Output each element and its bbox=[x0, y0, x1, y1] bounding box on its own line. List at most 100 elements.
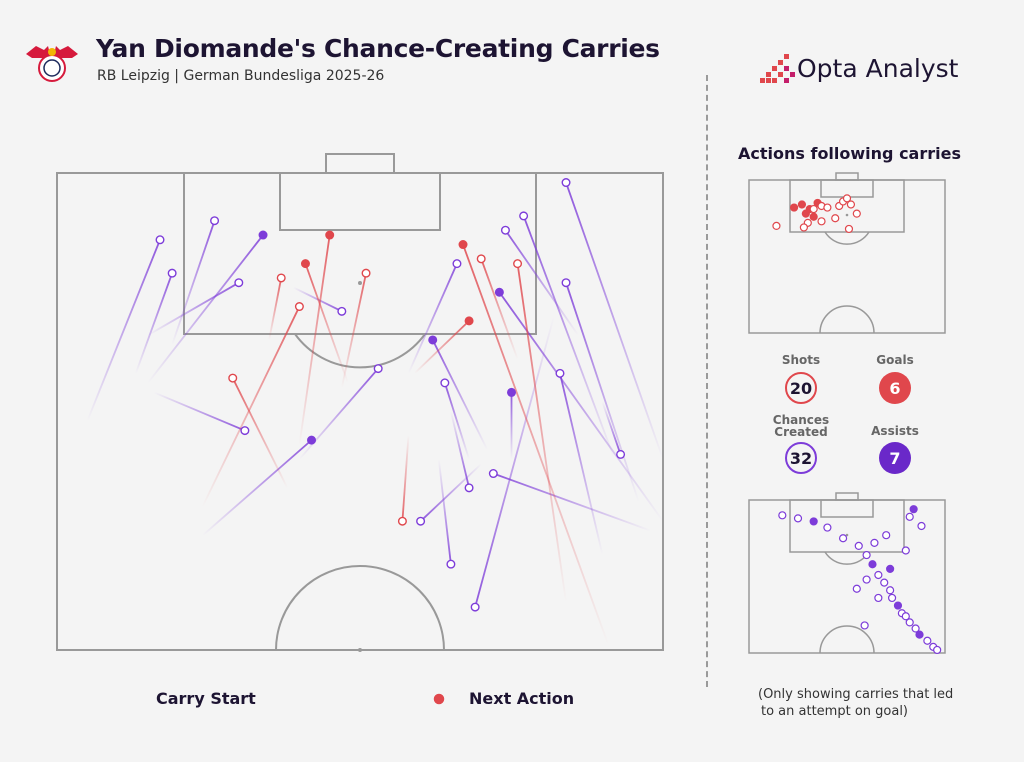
page-title: Yan Diomande's Chance-Creating Carries bbox=[96, 34, 660, 63]
side-panel-title: Actions following carries bbox=[738, 144, 961, 163]
stat-goals: 6 bbox=[879, 372, 911, 404]
shot-marker bbox=[799, 223, 808, 232]
chance-marker bbox=[555, 368, 565, 378]
chance-carry-line bbox=[493, 472, 652, 532]
chance-carry-line bbox=[201, 439, 313, 537]
chance-carry-line bbox=[559, 373, 604, 555]
chance-marker bbox=[852, 584, 861, 593]
chance-success-marker bbox=[307, 435, 317, 445]
chance-carry-line bbox=[431, 339, 489, 451]
chance-marker bbox=[823, 523, 832, 532]
shot-success-marker bbox=[325, 230, 335, 240]
stat-label-chances-line1: Chances bbox=[772, 413, 830, 427]
chance-marker bbox=[886, 586, 895, 595]
shot-carry-line bbox=[201, 306, 301, 508]
chance-marker bbox=[616, 449, 626, 459]
chance-carry-line bbox=[419, 463, 482, 522]
shot-marker bbox=[228, 373, 238, 383]
chance-success-marker bbox=[428, 335, 438, 345]
chance-marker bbox=[901, 546, 910, 555]
carries-layer bbox=[86, 182, 664, 646]
chance-carry-line bbox=[298, 367, 379, 460]
stat-shots: 20 bbox=[785, 372, 817, 404]
shot-marker bbox=[852, 209, 861, 218]
shot-marker bbox=[842, 194, 852, 203]
chance-marker bbox=[870, 538, 879, 547]
footnote-line1: (Only showing carries that led bbox=[758, 687, 954, 702]
chance-carry-line bbox=[171, 220, 216, 346]
shot-carry-line bbox=[340, 272, 367, 388]
chance-carry-line bbox=[147, 281, 240, 336]
stat-label-chances-line2: Created bbox=[774, 425, 828, 439]
chance-marker bbox=[933, 645, 942, 655]
shot-carry-line bbox=[413, 320, 470, 374]
shot-marker bbox=[513, 259, 523, 269]
chance-marker bbox=[793, 514, 803, 523]
shot-marker bbox=[276, 273, 286, 283]
chance-carry-line bbox=[147, 234, 264, 384]
legend-next-action: Next Action bbox=[469, 689, 575, 708]
chance-carry-line bbox=[565, 282, 640, 503]
shot-success-marker bbox=[464, 316, 474, 326]
chance-carry-line bbox=[443, 382, 470, 460]
shot-carry-line bbox=[401, 435, 410, 522]
chance-carry-line bbox=[407, 263, 458, 374]
assist-marker bbox=[909, 505, 918, 514]
chance-carry-line bbox=[450, 411, 470, 489]
chance-marker bbox=[446, 559, 456, 569]
stat-chances-created: 32 bbox=[785, 442, 817, 474]
stat-label-goals: Goals bbox=[876, 353, 914, 367]
chance-marker bbox=[488, 469, 498, 479]
chance-success-marker bbox=[258, 230, 268, 240]
assist-marker bbox=[893, 601, 903, 610]
shot-marker bbox=[361, 268, 371, 278]
shot-marker bbox=[476, 254, 486, 264]
chance-marker bbox=[464, 483, 474, 493]
shot-marker bbox=[809, 204, 818, 214]
chance-marker bbox=[155, 235, 165, 245]
goal-marker bbox=[789, 203, 799, 212]
chance-marker bbox=[854, 541, 863, 551]
shot-carry-line bbox=[304, 263, 349, 384]
chance-carry-line bbox=[86, 239, 161, 422]
main-pitch bbox=[56, 153, 664, 652]
penalty-spot bbox=[358, 281, 362, 285]
shot-marker bbox=[844, 224, 854, 234]
chance-marker bbox=[862, 550, 871, 560]
shot-carry-line bbox=[298, 234, 331, 446]
chance-marker bbox=[882, 531, 891, 540]
page-subtitle: RB Leipzig | German Bundesliga 2025-26 bbox=[97, 68, 385, 84]
mini-pitch-shots bbox=[748, 172, 946, 334]
chance-carry-line bbox=[504, 229, 579, 336]
chance-carry-line bbox=[153, 391, 246, 432]
chance-marker bbox=[470, 602, 480, 612]
legend-marker bbox=[433, 693, 445, 705]
centre-spot bbox=[358, 648, 362, 652]
shot-success-marker bbox=[458, 240, 468, 250]
chance-marker bbox=[210, 216, 220, 226]
chance-marker bbox=[500, 225, 510, 235]
chance-marker bbox=[561, 278, 571, 288]
stat-label-assists: Assists bbox=[871, 424, 919, 438]
shot-marker bbox=[846, 200, 856, 209]
legend-line bbox=[290, 693, 445, 705]
chance-carry-line bbox=[134, 272, 173, 374]
assist-marker bbox=[915, 630, 924, 639]
mini-pitch-chances bbox=[748, 492, 946, 655]
chance-marker bbox=[923, 636, 932, 645]
shot-marker bbox=[397, 516, 407, 526]
shot-marker bbox=[294, 302, 304, 312]
chance-success-marker bbox=[494, 287, 504, 297]
rb-leipzig-crest bbox=[26, 46, 78, 82]
chance-marker bbox=[860, 621, 869, 630]
chance-carry-line bbox=[601, 401, 622, 455]
shot-marker bbox=[823, 203, 832, 212]
brand-name: Opta Analyst bbox=[797, 54, 959, 83]
markers-layer bbox=[155, 178, 626, 612]
goal-marker bbox=[809, 212, 818, 221]
chance-marker bbox=[911, 624, 920, 633]
divider bbox=[706, 75, 708, 687]
chance-marker bbox=[838, 534, 848, 543]
chance-marker bbox=[561, 178, 571, 188]
chance-carry-line bbox=[474, 315, 555, 608]
